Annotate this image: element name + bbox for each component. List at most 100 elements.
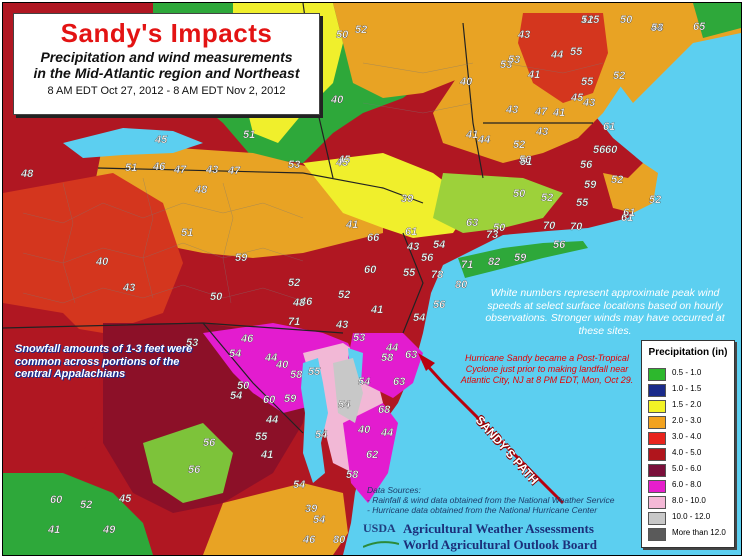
wind-speed-label: 56 xyxy=(203,437,216,449)
wind-speed-label: 56 xyxy=(188,464,201,476)
legend-item: 6.0 - 8.0 xyxy=(648,479,734,493)
lake-ontario xyxy=(63,128,203,158)
wind-speed-label: 47 xyxy=(173,164,187,176)
wind-speed-label: 56 xyxy=(593,144,606,156)
wind-speed-label: 41 xyxy=(47,524,60,536)
legend-item: 4.0 - 5.0 xyxy=(648,447,734,461)
county-lines xyxy=(22,62,604,304)
wind-speed-label: 56 xyxy=(553,239,566,251)
legend-label: 2.0 - 3.0 xyxy=(672,416,702,425)
wind-speed-label: 54 xyxy=(338,399,350,411)
wind-speed-label: 47 xyxy=(534,106,548,118)
wind-speed-label: 62 xyxy=(366,449,378,461)
legend-label: 6.0 - 8.0 xyxy=(672,480,702,489)
subtitle-line1: Precipitation and wind measurements xyxy=(40,49,293,65)
wind-speed-label: 40 xyxy=(330,94,344,106)
cape-cod xyxy=(603,163,658,213)
data-sources: Data Sources: - Rainfall & wind data obt… xyxy=(367,485,639,515)
wind-speed-label: 54 xyxy=(358,376,370,388)
wind-speed-label: 53 xyxy=(651,22,663,34)
wind-speed-label: 80 xyxy=(455,279,468,291)
wind-speed-label: 41 xyxy=(345,219,358,231)
wind-speed-label: 70 xyxy=(570,221,583,233)
wind-speed-label: 51 xyxy=(243,129,255,141)
region-maine-green xyxy=(693,3,741,38)
org-line1: Agricultural Weather Assessments xyxy=(403,521,594,536)
legend-item: 3.0 - 4.0 xyxy=(648,431,734,445)
legend-label: 8.0 - 10.0 xyxy=(672,496,706,505)
usda-logo: USDA xyxy=(362,521,400,551)
legend-swatch xyxy=(648,448,666,461)
wind-speed-label: 56 xyxy=(580,159,593,171)
legend-label: 4.0 - 5.0 xyxy=(672,448,702,457)
legend-swatch xyxy=(648,512,666,525)
wind-speed-label: 41 xyxy=(465,129,478,141)
sources-heading: Data Sources: xyxy=(367,485,421,495)
wind-speed-label: 46 xyxy=(302,534,316,546)
region-gray xyxy=(333,358,363,423)
wind-speed-label: 53 xyxy=(508,54,520,66)
wind-speed-label: 52 xyxy=(288,277,300,289)
wind-speed-label: 78 xyxy=(431,269,444,281)
wind-speed-label: 53 xyxy=(500,59,512,71)
wind-speed-label: 55 xyxy=(570,46,583,58)
legend-label: 10.0 - 12.0 xyxy=(672,512,711,521)
wind-speed-label: 48 xyxy=(292,297,306,309)
legend-swatch xyxy=(648,368,666,381)
wind-speed-label: 43 xyxy=(122,282,135,294)
region-nj-magenta xyxy=(348,333,423,398)
wind-speed-label: 52 xyxy=(541,192,553,204)
usda-logo-swoosh xyxy=(362,541,400,548)
wind-speed-label: 52 xyxy=(80,499,92,511)
wind-speed-label: 40 xyxy=(275,359,289,371)
wind-speed-label: 40 xyxy=(95,256,109,268)
legend-item: 1.5 - 2.0 xyxy=(648,399,734,413)
wind-speed-label: 61 xyxy=(623,207,635,219)
wind-speed-label: 63 xyxy=(466,217,478,229)
wind-speed-label: 54 xyxy=(433,239,445,251)
chesapeake-bay xyxy=(301,358,328,483)
wind-speed-label: 51 xyxy=(520,156,532,168)
wind-speed-label: 46 xyxy=(299,296,313,308)
wind-speed-label: 44 xyxy=(477,134,490,146)
wind-speed-label: 40 xyxy=(357,424,371,436)
subtitle-line2: in the Mid-Atlantic region and Northeast xyxy=(33,65,300,81)
wind-speed-label: 52 xyxy=(355,24,367,36)
state-boundaries xyxy=(3,3,593,434)
wind-speed-label: 43 xyxy=(205,164,218,176)
sources-line2: - Hurricane data obtained from the Natio… xyxy=(367,505,598,515)
wind-speed-label: 55 xyxy=(308,366,321,378)
wind-speed-label: 70 xyxy=(543,220,556,232)
wind-speed-label: 54 xyxy=(230,390,242,402)
wind-speed-label: 44 xyxy=(385,342,398,354)
wind-speed-label: 60 xyxy=(263,394,276,406)
wind-speed-label: 50 xyxy=(237,380,250,392)
wind-speed-label: 56 xyxy=(421,252,434,264)
wind-speed-label: 44 xyxy=(650,22,663,34)
wind-speed-label: 46 xyxy=(152,161,166,173)
snow-note: Snowfall amounts of 1-3 feet were common… xyxy=(15,343,193,380)
wind-speed-label: 43 xyxy=(582,97,595,109)
wind-speed-label: 52 xyxy=(338,289,350,301)
wind-speed-label: 52 xyxy=(613,70,625,82)
wind-speed-label: 52 xyxy=(649,194,661,206)
legend-swatch xyxy=(648,480,666,493)
hurricane-note: Hurricane Sandy became a Post-Tropical C… xyxy=(460,353,634,385)
region-west-red xyxy=(3,173,183,333)
wind-speed-label: 63 xyxy=(393,376,405,388)
legend-swatch xyxy=(648,464,666,477)
wind-speed-label: 53 xyxy=(186,337,198,349)
region-vt-orange xyxy=(333,3,493,98)
legend-item: 0.5 - 1.0 xyxy=(648,367,734,381)
legend-swatch xyxy=(648,432,666,445)
wind-speed-label: 50 xyxy=(493,222,506,234)
region-nc-orange xyxy=(203,483,348,555)
wind-speed-label: 65 xyxy=(693,21,706,33)
wind-speed-label: 53 xyxy=(353,332,365,344)
wind-speed-label: 59 xyxy=(584,179,597,191)
wind-speed-label: 59 xyxy=(514,252,527,264)
wind-speed-label: 44 xyxy=(550,49,563,61)
wind-speed-label: 80 xyxy=(333,534,346,546)
wind-speed-label: 41 xyxy=(527,69,540,81)
